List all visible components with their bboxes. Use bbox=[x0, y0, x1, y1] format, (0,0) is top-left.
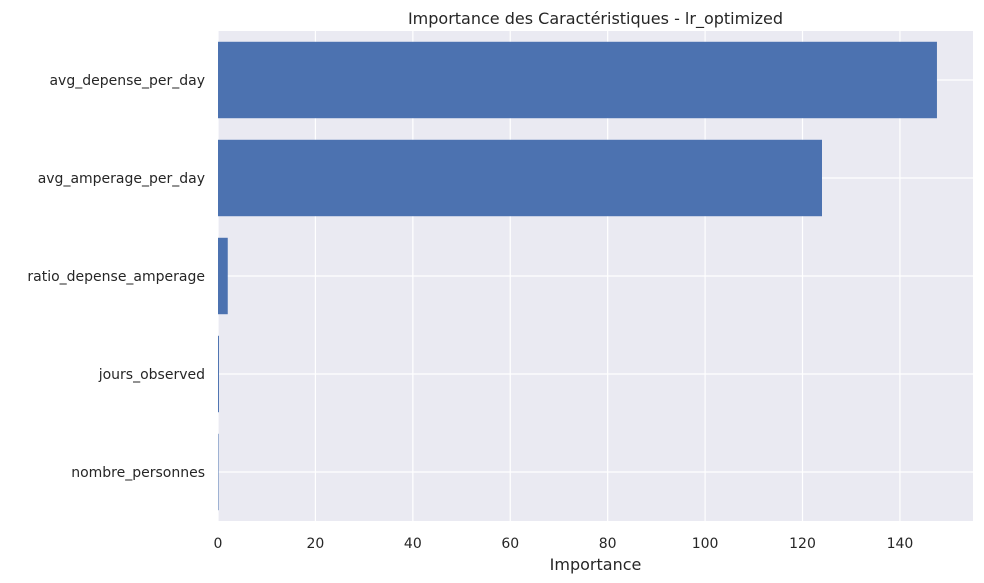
x-tick-label: 100 bbox=[692, 536, 719, 552]
x-tick-label: 20 bbox=[307, 536, 325, 552]
chart-title: Importance des Caractéristiques - lr_opt… bbox=[408, 9, 783, 29]
bars bbox=[218, 41, 937, 511]
y-tick-label: avg_depense_per_day bbox=[49, 73, 205, 89]
y-tick-label: ratio_depense_amperage bbox=[27, 269, 205, 285]
x-axis-label: Importance bbox=[550, 555, 642, 574]
y-tick-labels: avg_depense_per_day avg_amperage_per_dayr… bbox=[27, 73, 205, 481]
y-tick-label: avg_amperage_per_day bbox=[38, 171, 205, 187]
y-tick-label: jours_observed bbox=[98, 367, 205, 383]
x-tick-label: 140 bbox=[887, 536, 914, 552]
x-tick-labels: 0 20 40 60 80 100 120 140 bbox=[214, 536, 914, 552]
x-tick-label: 60 bbox=[501, 536, 519, 552]
x-tick-label: 40 bbox=[404, 536, 422, 552]
bar-jours-observed bbox=[218, 335, 219, 413]
bar-avg-amperage-per-day bbox=[218, 139, 822, 217]
x-tick-label: 80 bbox=[599, 536, 617, 552]
x-tick-label: 0 bbox=[214, 536, 223, 552]
x-tick-label: 120 bbox=[789, 536, 816, 552]
bar-avg-depense-per-day bbox=[218, 41, 937, 119]
y-tick-label: nombre_personnes bbox=[71, 465, 205, 481]
bar-ratio-depense-amperage bbox=[218, 237, 228, 315]
